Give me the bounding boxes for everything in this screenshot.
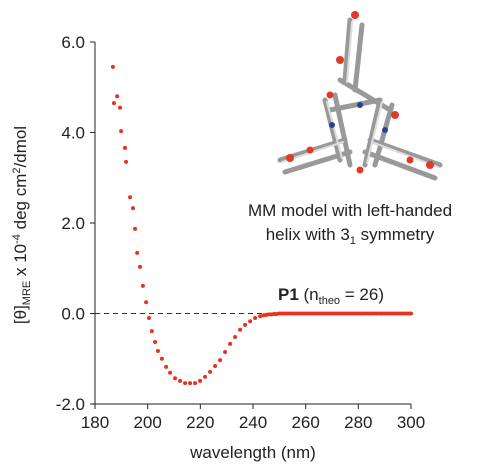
data-point	[228, 341, 233, 346]
series-label: P1 (ntheo = 26)	[278, 285, 384, 307]
x-axis-label: wavelength (nm)	[189, 443, 316, 462]
molecule-model	[277, 11, 443, 181]
data-point	[135, 250, 140, 255]
data-point	[128, 195, 133, 200]
data-point	[140, 283, 145, 288]
data-point	[144, 300, 149, 305]
data-point	[115, 94, 120, 99]
data-point	[123, 145, 128, 150]
y-tick-label: -2.0	[56, 395, 85, 414]
data-point	[258, 314, 263, 319]
data-point	[159, 356, 164, 361]
label-part: (n	[299, 285, 319, 304]
y-label-superscript: 2	[11, 167, 23, 173]
x-tick-label: 180	[81, 413, 109, 432]
data-point	[248, 319, 253, 324]
y-axis-label: [θ]MRE x 10-4 deg cm2/dmol	[11, 126, 33, 324]
data-point	[409, 311, 413, 316]
data-point	[193, 381, 198, 386]
data-point	[118, 105, 123, 110]
data-point	[153, 340, 158, 345]
data-point	[253, 316, 258, 321]
x-tick-label: 280	[344, 413, 372, 432]
data-point	[149, 329, 154, 334]
data-point	[233, 335, 238, 340]
data-point	[111, 101, 116, 106]
data-point	[203, 374, 208, 379]
y-label-part: x 10	[11, 244, 30, 281]
x-tick-label: 300	[397, 413, 425, 432]
annotation-subscript: 1	[350, 235, 356, 247]
y-tick-label: 2.0	[61, 214, 85, 233]
y-tick-label: 4.0	[61, 124, 85, 143]
data-point	[133, 226, 138, 231]
x-tick-label: 240	[239, 413, 267, 432]
data-point	[138, 264, 143, 269]
annotation: MM model with left-handed	[248, 201, 452, 220]
label-subscript: theo	[319, 295, 340, 307]
annotation: helix with 31 symmetry	[266, 225, 435, 247]
data-point	[238, 327, 243, 332]
data-point	[208, 369, 213, 374]
data-point	[223, 349, 228, 354]
data-point	[198, 378, 203, 383]
x-tick-label: 220	[186, 413, 214, 432]
y-tick-label: 0.0	[61, 305, 85, 324]
data-point	[119, 129, 124, 134]
data-point	[188, 381, 193, 386]
y-tick-label: 6.0	[61, 33, 85, 52]
data-point	[130, 206, 135, 211]
y-label-part: [θ]	[11, 305, 30, 324]
data-point	[155, 349, 160, 354]
data-point	[178, 378, 183, 383]
y-label-part: /dmol	[11, 126, 30, 168]
data-point	[110, 64, 115, 69]
y-label-subscript: MRE	[21, 281, 33, 305]
x-tick-label: 200	[133, 413, 161, 432]
data-point	[173, 376, 178, 381]
data-point	[183, 381, 188, 386]
x-tick-label: 260	[291, 413, 319, 432]
annotation-part: helix with 3	[266, 225, 350, 244]
data-point	[124, 159, 129, 164]
data-point	[168, 370, 173, 375]
label-part: P1	[278, 285, 299, 304]
data-point	[218, 358, 223, 363]
data-point	[213, 363, 218, 368]
label-part: = 26)	[340, 285, 384, 304]
data-point	[164, 364, 169, 369]
annotation-part: symmetry	[356, 225, 435, 244]
data-point	[243, 322, 248, 327]
data-point	[146, 316, 151, 321]
y-label-part: deg cm	[11, 174, 30, 234]
y-label-superscript: -4	[11, 234, 23, 244]
